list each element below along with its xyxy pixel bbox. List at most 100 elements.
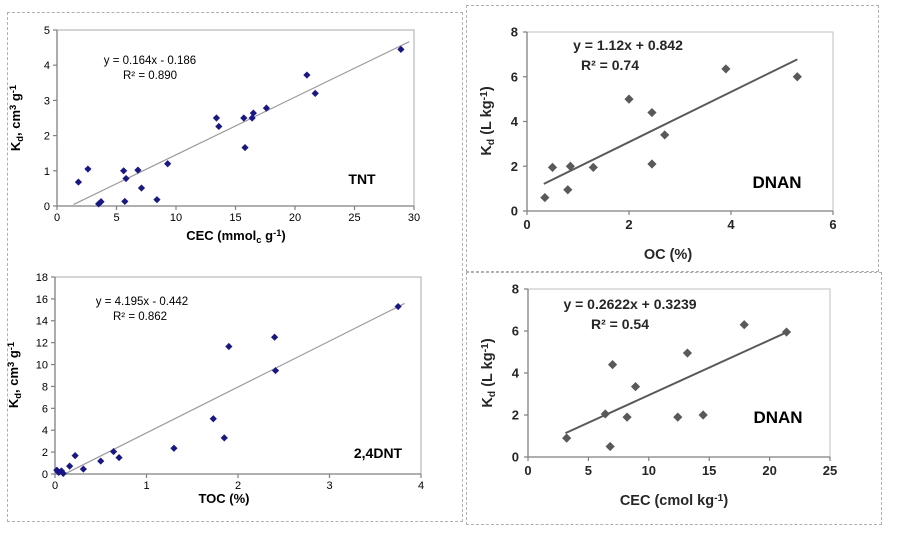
equation-label: y = 0.164x - 0.186 xyxy=(104,55,196,67)
y-tick-label: 8 xyxy=(42,381,48,393)
data-point-marker xyxy=(721,64,731,74)
x-tick-label: 30 xyxy=(408,212,420,224)
x-tick-label: 10 xyxy=(170,212,182,224)
y-tick-label: 0 xyxy=(44,201,50,213)
data-point-marker xyxy=(53,466,61,474)
y-tick-label: 0 xyxy=(512,450,519,465)
y-tick-label: 8 xyxy=(512,282,519,297)
y-axis-title: Kd (L kg-1) xyxy=(479,86,497,156)
data-point-marker xyxy=(624,94,634,104)
data-point-marker xyxy=(607,360,618,370)
compound-label: DNAN xyxy=(753,408,802,427)
data-point-marker xyxy=(600,409,610,419)
data-point-marker xyxy=(209,415,217,423)
y-tick-label: 6 xyxy=(512,324,519,339)
y-axis-title: Kd, cm3 g-1 xyxy=(7,85,25,151)
data-point-marker xyxy=(240,114,248,122)
data-point-marker xyxy=(220,434,228,442)
data-point-marker xyxy=(153,196,161,204)
y-tick-label: 6 xyxy=(42,403,48,415)
data-point-marker xyxy=(121,197,129,206)
y-tick-label: 6 xyxy=(511,69,518,84)
y-tick-label: 4 xyxy=(511,114,519,129)
x-tick-label: 20 xyxy=(289,212,301,224)
y-axis-title: Kd (L kg-1) xyxy=(480,338,498,408)
y-tick-label: 14 xyxy=(36,316,48,328)
x-tick-label: 3 xyxy=(326,480,332,492)
x-tick-label: 25 xyxy=(348,212,360,224)
y-tick-label: 1 xyxy=(44,166,50,178)
data-point-marker xyxy=(673,412,683,422)
r-squared-label: R² = 0.74 xyxy=(581,57,639,73)
y-tick-label: 2 xyxy=(44,131,50,143)
data-point-marker xyxy=(241,143,249,152)
x-tick-label: 0 xyxy=(523,217,530,232)
y-tick-label: 8 xyxy=(511,25,518,40)
data-point-marker xyxy=(540,192,550,203)
chart-tnt-vs-cec: 0 5 10 15 20 25 30 0 1 2 3 4 5 CEC (mmolc g-1) Kd, cm3… xyxy=(7,25,420,245)
data-point-marker xyxy=(122,174,130,183)
data-point-marker xyxy=(660,130,670,140)
r-squared-label: R² = 0.890 xyxy=(123,70,177,82)
trend-line xyxy=(543,58,798,185)
trend-line xyxy=(565,330,789,435)
data-point-marker xyxy=(563,185,573,195)
data-point-marker xyxy=(271,366,280,375)
x-tick-label: 1 xyxy=(143,480,149,492)
y-tick-label: 4 xyxy=(512,366,520,381)
data-point-marker xyxy=(74,178,83,186)
x-axis-title: CEC (mmolc g-1) xyxy=(186,227,286,245)
x-tick-label: 2 xyxy=(625,217,632,232)
chart-dnan-vs-oc: 0 2 4 6 0 2 4 6 8 OC (%) Kd (L kg-1) y = 1.12x + 0.… xyxy=(479,25,837,263)
x-tick-label: 5 xyxy=(113,212,119,224)
data-point-marker xyxy=(109,447,118,456)
data-point-marker xyxy=(262,104,271,112)
data-point-marker xyxy=(225,342,233,351)
data-point-marker xyxy=(97,457,105,465)
data-point-marker xyxy=(120,167,128,175)
data-point-marker xyxy=(57,467,66,475)
y-tick-label: 12 xyxy=(36,338,48,350)
data-point-marker xyxy=(647,159,657,169)
trend-line xyxy=(64,302,405,475)
data-point-marker xyxy=(303,71,311,79)
dashed-panel-bottom-right xyxy=(466,272,882,525)
dashed-panel-left xyxy=(7,12,463,522)
data-point-marker xyxy=(134,166,142,174)
data-point-marker xyxy=(605,441,615,452)
data-point-marker xyxy=(97,198,105,206)
y-tick-label: 4 xyxy=(42,425,48,437)
y-tick-label: 2 xyxy=(42,447,48,459)
trend-line xyxy=(73,41,410,206)
y-tick-label: 2 xyxy=(511,159,518,174)
data-point-marker xyxy=(622,412,632,422)
x-tick-label: 0 xyxy=(524,463,531,478)
data-point-marker xyxy=(698,410,708,420)
dashed-panel-top-right xyxy=(466,5,879,272)
r-squared-label: R² = 0.54 xyxy=(591,316,649,332)
y-tick-label: 18 xyxy=(36,272,48,284)
x-tick-label: 6 xyxy=(829,217,836,232)
x-axis-title: TOC (%) xyxy=(198,491,249,506)
data-point-marker xyxy=(248,114,256,122)
y-tick-label: 10 xyxy=(36,360,48,372)
data-point-marker xyxy=(792,72,802,82)
y-axis-title: Kd, cm3 g-1 xyxy=(5,342,23,408)
data-point-marker xyxy=(164,160,172,168)
y-tick-label: 0 xyxy=(511,204,518,219)
data-point-marker xyxy=(397,45,405,53)
x-tick-label: 4 xyxy=(727,217,735,232)
data-point-marker xyxy=(781,327,792,337)
data-point-marker xyxy=(71,452,79,460)
x-tick-label: 2 xyxy=(235,480,241,492)
x-axis-title: OC (%) xyxy=(644,247,693,263)
data-point-marker xyxy=(249,109,257,117)
data-point-marker xyxy=(212,114,221,122)
equation-label: y = 4.195x - 0.442 xyxy=(96,296,188,308)
equation-label: y = 0.2622x + 0.3239 xyxy=(563,296,696,312)
x-tick-label: 15 xyxy=(229,212,241,224)
chart-dnan-vs-cec: 0 5 10 15 20 25 0 2 4 6 8 CEC (cmol kg-1) Kd (L kg-1… xyxy=(480,282,837,509)
x-tick-label: 20 xyxy=(762,463,776,478)
